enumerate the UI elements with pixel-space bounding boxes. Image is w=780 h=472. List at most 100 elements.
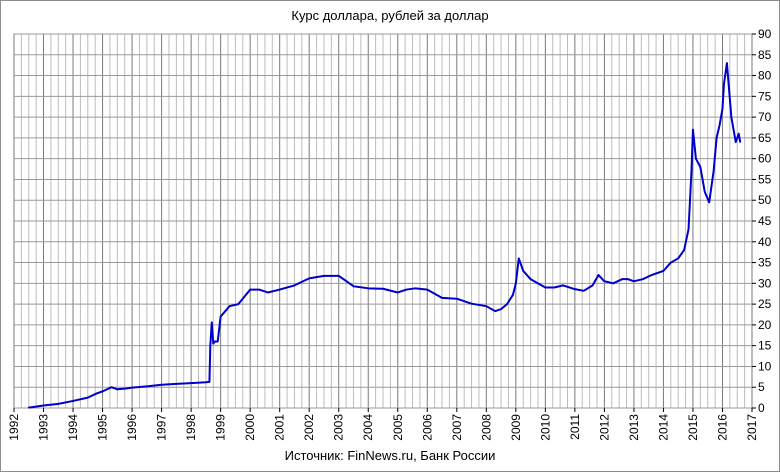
- data-point: [293, 284, 296, 287]
- x-tick-label: 2014: [656, 414, 670, 441]
- x-tick-label: 2000: [243, 414, 257, 441]
- data-point: [621, 278, 623, 280]
- data-point: [730, 116, 733, 118]
- x-tick-label: 1995: [96, 414, 110, 441]
- y-tick-label: 25: [758, 297, 772, 311]
- data-point: [405, 288, 408, 291]
- y-tick-label: 50: [758, 193, 772, 207]
- chart-title: Курс доллара, рублей за доллар: [291, 8, 489, 23]
- y-tick-label: 0: [758, 401, 765, 415]
- data-point: [699, 166, 702, 168]
- data-point: [208, 381, 211, 383]
- y-tick-label: 10: [758, 359, 772, 373]
- data-point: [110, 386, 113, 389]
- data-point: [249, 288, 251, 291]
- data-point: [237, 303, 240, 305]
- data-point: [553, 286, 556, 289]
- data-point: [591, 284, 594, 287]
- x-tick-label: 2004: [361, 414, 375, 441]
- data-point: [712, 170, 715, 172]
- data-point: [190, 382, 192, 384]
- y-tick-label: 35: [758, 256, 772, 270]
- data-point: [597, 274, 600, 276]
- data-point: [228, 305, 231, 307]
- data-point: [258, 288, 260, 291]
- data-point: [414, 287, 417, 290]
- x-tick-label: 1999: [214, 414, 228, 441]
- x-tick-label: 1993: [37, 414, 51, 441]
- x-tick-label: 2009: [509, 414, 523, 441]
- data-point: [485, 305, 488, 307]
- data-point: [603, 280, 606, 283]
- data-point: [500, 308, 502, 310]
- x-tick-label: 2016: [715, 414, 729, 441]
- data-point: [219, 315, 222, 318]
- data-point: [87, 396, 89, 399]
- x-tick-label: 2007: [450, 414, 464, 441]
- y-tick-label: 15: [758, 339, 772, 353]
- data-point: [708, 201, 710, 204]
- y-tick-label: 85: [758, 48, 772, 62]
- x-tick-label: 2015: [686, 414, 700, 441]
- data-point: [544, 286, 547, 289]
- data-point: [562, 284, 564, 287]
- y-tick-label: 80: [758, 69, 772, 83]
- data-point: [715, 137, 718, 139]
- data-point: [72, 400, 74, 402]
- x-tick-label: 1992: [7, 414, 21, 441]
- x-tick-label: 2006: [420, 414, 434, 441]
- data-point: [352, 285, 355, 288]
- data-point: [718, 124, 721, 127]
- data-point: [515, 282, 517, 285]
- data-point: [633, 280, 635, 283]
- data-point: [662, 270, 665, 272]
- data-point: [323, 275, 325, 277]
- y-tick-label: 65: [758, 131, 772, 145]
- x-tick-label: 2008: [479, 414, 493, 441]
- data-point: [517, 257, 520, 260]
- data-point: [396, 291, 399, 294]
- data-point: [703, 191, 706, 193]
- y-tick-label: 5: [758, 380, 765, 394]
- chart-source: Источник: FinNews.ru, Банк России: [284, 448, 496, 463]
- data-point: [441, 297, 443, 299]
- data-point: [213, 340, 216, 343]
- y-tick-label: 70: [758, 110, 772, 124]
- data-point: [131, 386, 133, 389]
- y-tick-label: 90: [758, 27, 772, 41]
- data-point: [506, 303, 508, 305]
- data-point: [677, 257, 679, 260]
- x-tick-label: 1996: [125, 414, 139, 441]
- data-point: [574, 288, 576, 290]
- x-tick-label: 1998: [184, 414, 198, 441]
- axis-layer: 0 5 10 15 20 25 30 35 40 45 50 55 60 65 70 75 80 85 90 1992…: [7, 27, 772, 441]
- data-point: [641, 278, 644, 280]
- y-tick-label: 75: [758, 89, 772, 103]
- data-point: [57, 403, 60, 405]
- data-point: [382, 287, 384, 290]
- data-point: [512, 294, 514, 296]
- data-point: [116, 388, 119, 391]
- x-tick-label: 2017: [745, 414, 759, 441]
- data-point: [692, 128, 694, 131]
- y-tick-label: 30: [758, 276, 772, 290]
- data-point: [582, 290, 585, 292]
- data-point: [726, 62, 728, 64]
- y-tick-label: 55: [758, 172, 772, 186]
- data-point: [175, 383, 178, 385]
- data-point: [267, 291, 269, 294]
- data-point: [612, 282, 615, 285]
- data-point: [734, 141, 737, 143]
- data-point: [426, 288, 429, 291]
- x-tick-label: 2010: [538, 414, 552, 441]
- data-point: [42, 404, 45, 407]
- data-point: [670, 261, 672, 264]
- data-point: [522, 270, 525, 272]
- data-point: [160, 383, 163, 386]
- data-point: [367, 287, 370, 290]
- data-point: [494, 310, 496, 312]
- data-point: [529, 278, 532, 280]
- grid-layer: [13, 33, 753, 409]
- data-point: [627, 278, 629, 280]
- data-point: [337, 275, 340, 277]
